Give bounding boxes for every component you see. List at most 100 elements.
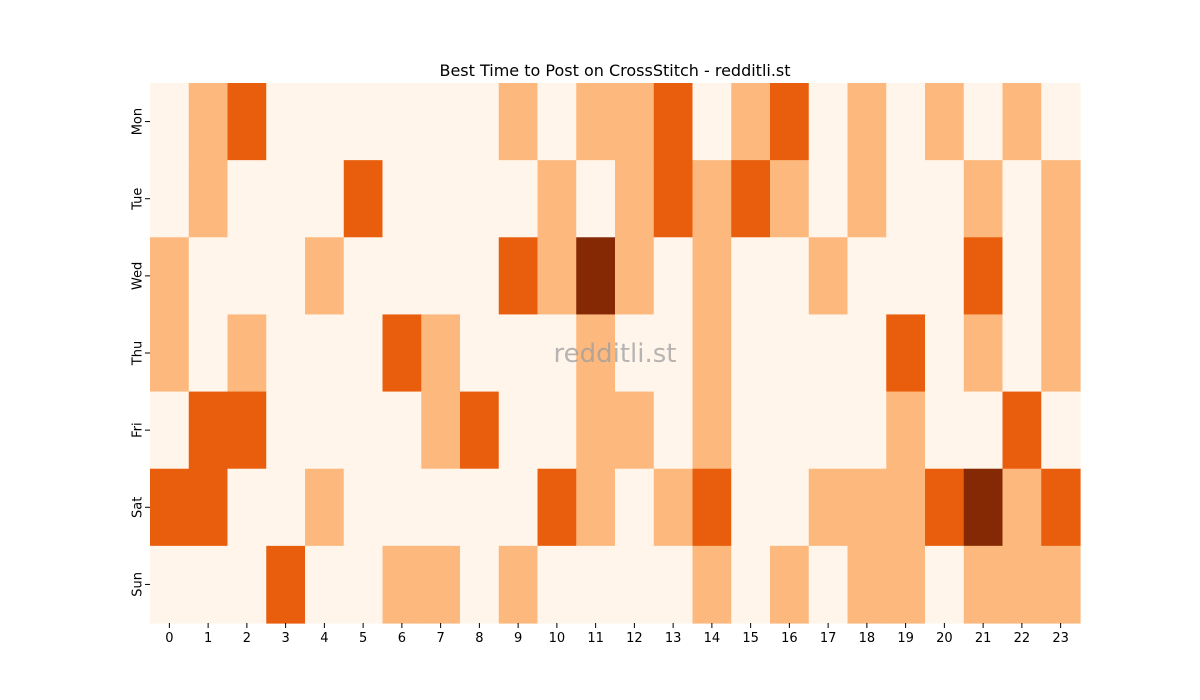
heatmap-cell-fri-21: [963, 391, 1004, 470]
heatmap-cell-sun-6: [382, 545, 422, 624]
heatmap-cell-fri-22: [1002, 391, 1042, 470]
x-tick-label: 5: [359, 631, 367, 646]
heatmap-cell-sat-11: [576, 468, 616, 547]
heatmap-cell-sun-15: [731, 545, 771, 624]
heatmap-cell-thu-6: [382, 314, 422, 393]
heatmap-cell-thu-21: [963, 314, 1004, 393]
heatmap-cell-sat-2: [227, 468, 267, 547]
y-tick-label-wed: Wed: [131, 262, 146, 290]
x-tick-label: 16: [781, 631, 798, 646]
x-tick-label: 1: [204, 631, 212, 646]
x-axis-ticks: 0 1 2 3 4 5 6 7 8 9 10 11 12 13 14 15 16 17 18 19 20 21 22 23: [165, 623, 1069, 646]
heatmap-cell-sun-5: [343, 545, 384, 624]
y-axis-ticks: Mon Tue Wed Thu Fri Sat Sun: [131, 108, 150, 597]
heatmap-cell-mon-9: [498, 83, 539, 161]
heatmap-cell-mon-10: [537, 83, 577, 161]
y-tick-label-sun: Sun: [131, 572, 146, 597]
heatmap-cell-sat-22: [1002, 468, 1042, 547]
heatmap-cell-thu-7: [421, 314, 461, 393]
heatmap-cell-tue-22: [1002, 160, 1042, 238]
x-tick-label: 11: [587, 631, 604, 646]
heatmap-cell-thu-4: [305, 314, 345, 393]
heatmap-cell-sat-13: [653, 468, 694, 547]
heatmap-cell-tue-12: [615, 160, 655, 238]
heatmap-cell-mon-23: [1041, 83, 1081, 161]
heatmap-cell-sun-8: [460, 545, 500, 624]
x-tick-label: 8: [475, 631, 483, 646]
heatmap-cell-fri-3: [266, 391, 306, 470]
heatmap-cell-mon-11: [576, 83, 616, 161]
heatmap-cell-fri-13: [653, 391, 694, 470]
heatmap-cell-sat-8: [460, 468, 500, 547]
heatmap-cell-wed-14: [692, 237, 732, 316]
heatmap-cell-sat-5: [343, 468, 384, 547]
heatmap-cell-sun-18: [847, 545, 887, 624]
heatmap-cell-fri-19: [886, 391, 926, 470]
heatmap-cell-mon-5: [343, 83, 384, 161]
heatmap-cell-tue-15: [731, 160, 771, 238]
heatmap-cell-wed-11: [576, 237, 616, 316]
heatmap-cell-tue-20: [925, 160, 965, 238]
heatmap-cell-sun-16: [770, 545, 810, 624]
heatmap-cell-fri-17: [808, 391, 849, 470]
heatmap-cell-sat-12: [615, 468, 655, 547]
heatmap-cell-fri-0: [150, 391, 190, 470]
heatmap-cell-wed-8: [460, 237, 500, 316]
heatmap-cell-sun-7: [421, 545, 461, 624]
heatmap-cell-mon-12: [615, 83, 655, 161]
heatmap-cell-sun-0: [150, 545, 190, 624]
heatmap-cell-sat-19: [886, 468, 926, 547]
heatmap-cell-thu-13: [653, 314, 694, 393]
heatmap-cell-sun-9: [498, 545, 539, 624]
heatmap-cell-sat-21: [963, 468, 1004, 547]
heatmap-cell-tue-19: [886, 160, 926, 238]
x-tick-label: 18: [859, 631, 876, 646]
heatmap-cell-thu-1: [188, 314, 229, 393]
heatmap-cell-tue-23: [1041, 160, 1081, 238]
chart-title: Best Time to Post on CrossStitch - reddi…: [439, 61, 790, 80]
heatmap-cell-thu-12: [615, 314, 655, 393]
heatmap-cell-mon-17: [808, 83, 849, 161]
heatmap-cell-mon-13: [653, 83, 694, 161]
heatmap-cell-sun-14: [692, 545, 732, 624]
y-tick-label-sat: Sat: [131, 497, 146, 518]
heatmap-cell-mon-1: [188, 83, 229, 161]
heatmap-cell-sat-1: [188, 468, 229, 547]
heatmap-cell-sat-10: [537, 468, 577, 547]
heatmap-cell-thu-23: [1041, 314, 1081, 393]
heatmap-cell-tue-14: [692, 160, 732, 238]
heatmap-cell-thu-8: [460, 314, 500, 393]
x-tick-label: 19: [897, 631, 914, 646]
heatmap-cell-tue-5: [343, 160, 384, 238]
x-tick-label: 9: [514, 631, 522, 646]
heatmap-cell-thu-10: [537, 314, 577, 393]
heatmap-cell-wed-6: [382, 237, 422, 316]
heatmap-cell-mon-22: [1002, 83, 1042, 161]
heatmap-cell-mon-0: [150, 83, 190, 161]
heatmap-cell-wed-9: [498, 237, 539, 316]
x-tick-label: 21: [975, 631, 992, 646]
y-tick-label-fri: Fri: [131, 422, 146, 438]
heatmap-cell-sun-20: [925, 545, 965, 624]
heatmap-cell-tue-7: [421, 160, 461, 238]
heatmap-cell-wed-10: [537, 237, 577, 316]
heatmap-cell-tue-2: [227, 160, 267, 238]
heatmap-cell-thu-22: [1002, 314, 1042, 393]
heatmap-cell-sun-10: [537, 545, 577, 624]
heatmap-cell-tue-4: [305, 160, 345, 238]
heatmap-cell-sun-22: [1002, 545, 1042, 624]
heatmap-cell-thu-17: [808, 314, 849, 393]
heatmap-cell-mon-18: [847, 83, 887, 161]
heatmap-cell-thu-14: [692, 314, 732, 393]
heatmap-cell-sun-19: [886, 545, 926, 624]
heatmap-cell-tue-1: [188, 160, 229, 238]
heatmap-cell-fri-10: [537, 391, 577, 470]
heatmap-cell-thu-9: [498, 314, 539, 393]
x-tick-label: 20: [936, 631, 953, 646]
heatmap-cell-fri-8: [460, 391, 500, 470]
heatmap-cell-thu-18: [847, 314, 887, 393]
heatmap-cell-sat-0: [150, 468, 190, 547]
heatmap-cell-mon-21: [963, 83, 1004, 161]
heatmap-cell-fri-15: [731, 391, 771, 470]
